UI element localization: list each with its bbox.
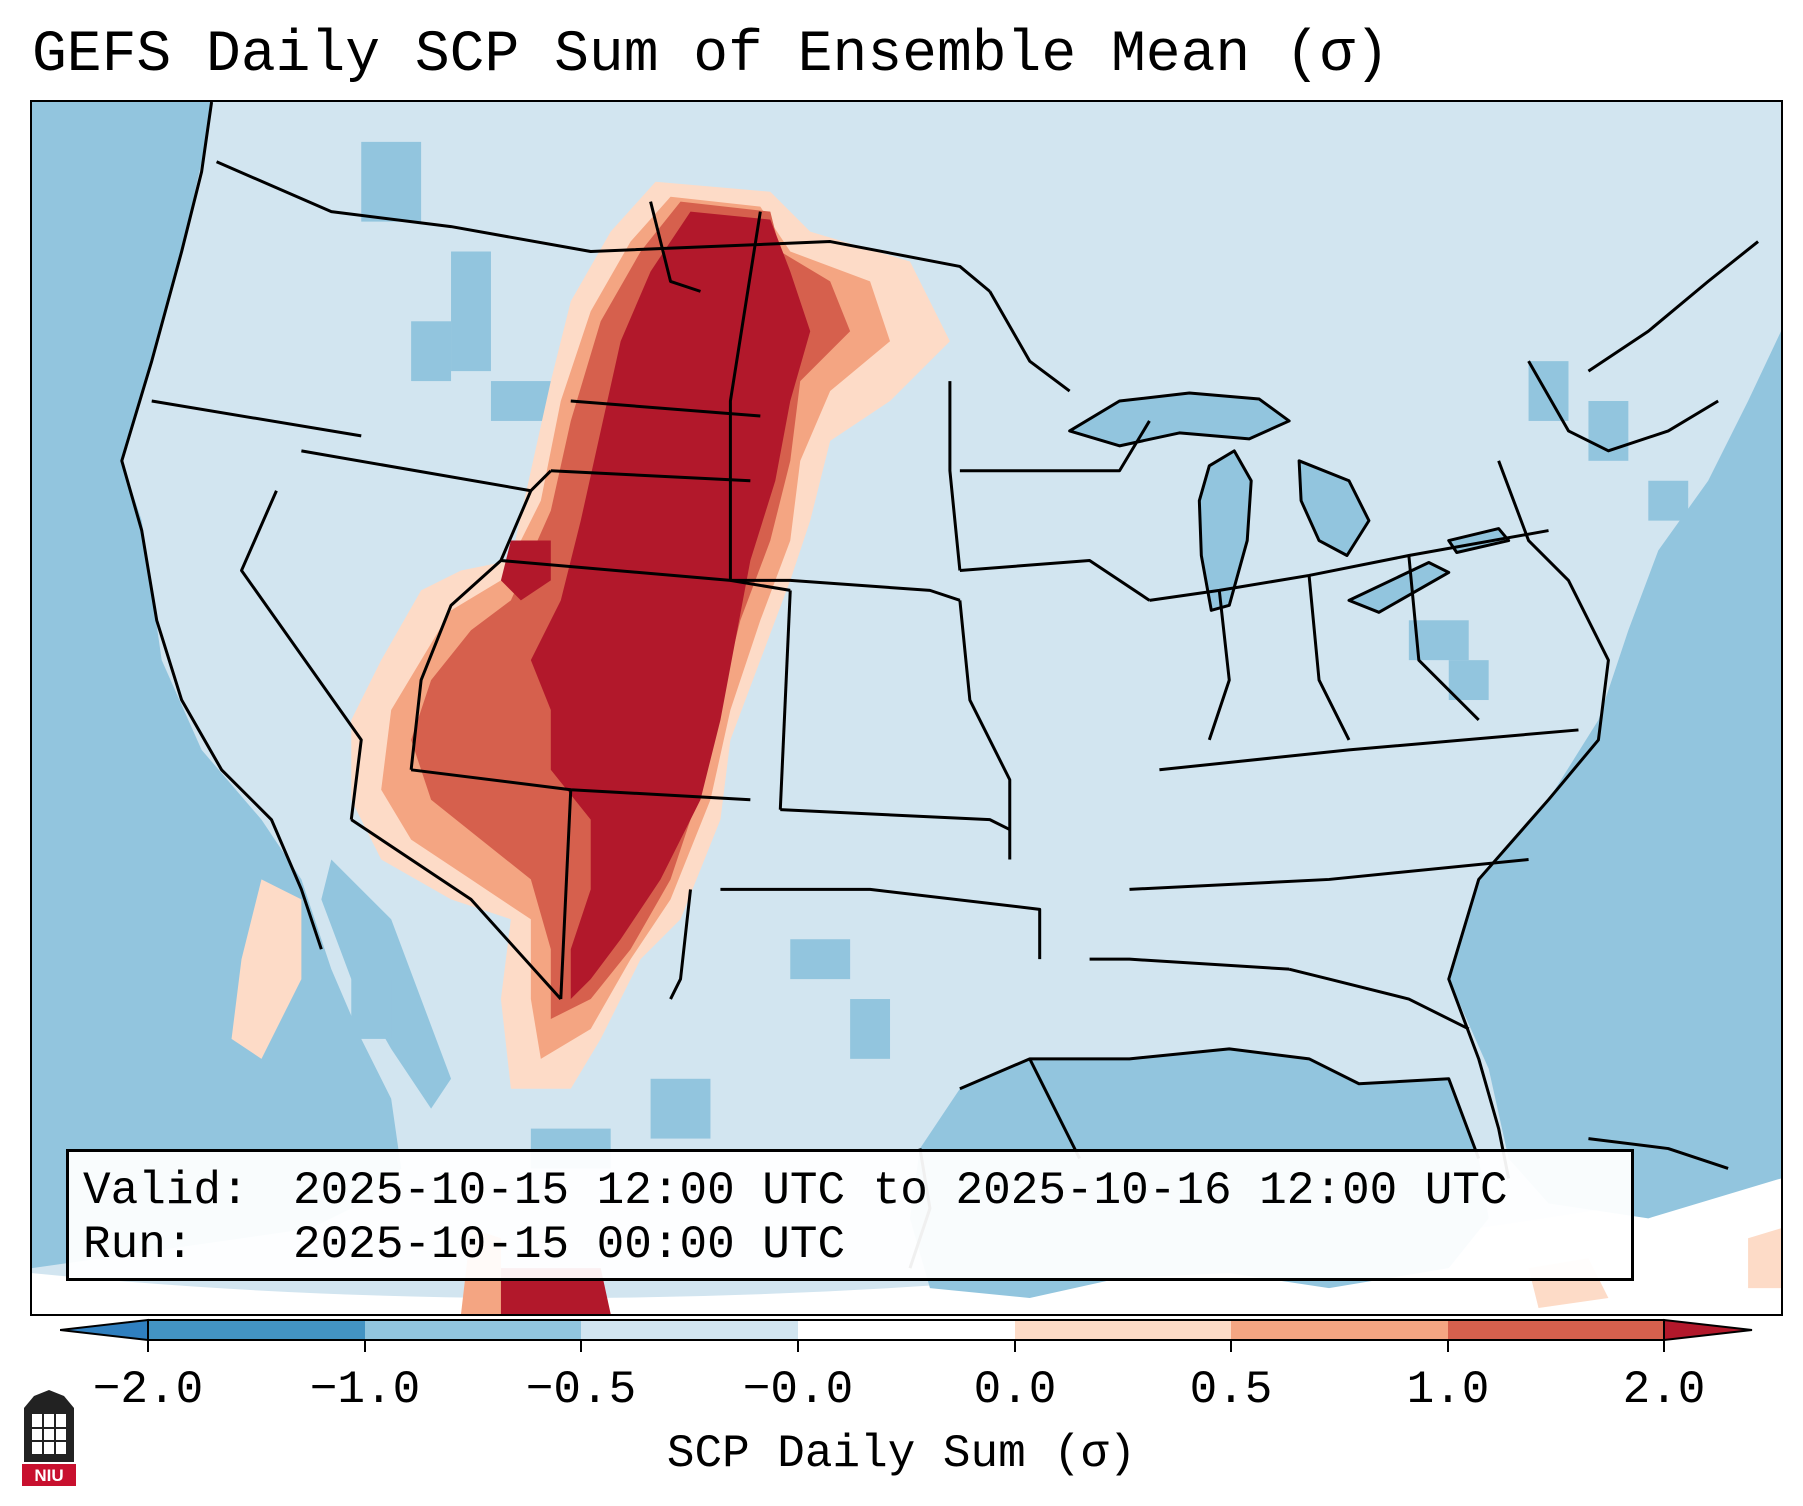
colorbar xyxy=(60,1318,1753,1352)
positive-anomaly-plume xyxy=(231,181,1781,1314)
colorbar-tick-label: −0.0 xyxy=(742,1364,854,1416)
conus-map xyxy=(32,102,1781,1314)
valid-line: Valid: 2025-10-15 12:00 UTC to 2025-10-16… xyxy=(83,1164,1631,1218)
run-label: Run: xyxy=(83,1219,194,1271)
colorbar-label: SCP Daily Sum (σ) xyxy=(666,1428,1137,1480)
colorbar-bin-4 xyxy=(798,1320,1015,1340)
colorbar-bins xyxy=(148,1320,1664,1340)
colorbar-tick-label: 1.0 xyxy=(1406,1364,1490,1416)
colorbar-bin-5 xyxy=(1015,1320,1231,1340)
colorbar-tick-label: −0.5 xyxy=(525,1364,637,1416)
valid-label: Valid: xyxy=(83,1165,249,1217)
map-panel xyxy=(30,100,1783,1316)
niu-logo: NIU xyxy=(22,1390,76,1486)
run-line: Run: 2025-10-15 00:00 UTC xyxy=(83,1218,1631,1272)
colorbar-over-arrow xyxy=(1663,1318,1753,1342)
colorbar-tick-label: 2.0 xyxy=(1622,1364,1706,1416)
colorbar-bin-1 xyxy=(148,1320,365,1340)
colorbar-tick-label: 0.5 xyxy=(1189,1364,1273,1416)
negative-anomaly-patches xyxy=(351,141,1689,1169)
colorbar-bin-6 xyxy=(1231,1320,1448,1340)
colorbar-tick-label: −2.0 xyxy=(92,1364,204,1416)
colorbar-under-arrow xyxy=(60,1318,149,1342)
colorbar-bin-2 xyxy=(365,1320,581,1340)
colorbar-tick-label: −1.0 xyxy=(309,1364,421,1416)
colorbar-ticks xyxy=(147,1340,1665,1352)
lake-superior xyxy=(1069,393,1290,446)
pacific-ocean xyxy=(32,102,402,1269)
colorbar-bin-3 xyxy=(581,1320,798,1340)
run-value: 2025-10-15 00:00 UTC xyxy=(293,1219,846,1271)
valid-run-info-box: Valid: 2025-10-15 12:00 UTC to 2025-10-16… xyxy=(66,1149,1634,1281)
lake-erie xyxy=(1348,562,1449,613)
colorbar-bin-7 xyxy=(1448,1320,1664,1340)
valid-value: 2025-10-15 12:00 UTC to 2025-10-16 12:00… xyxy=(293,1165,1508,1217)
colorbar-tick-label: 0.0 xyxy=(973,1364,1057,1416)
atlantic-ocean xyxy=(1448,331,1781,1219)
state-boundaries xyxy=(120,102,1759,1269)
chart-title: GEFS Daily SCP Sum of Ensemble Mean (σ) xyxy=(32,23,1390,88)
svg-text:NIU: NIU xyxy=(34,1466,63,1485)
